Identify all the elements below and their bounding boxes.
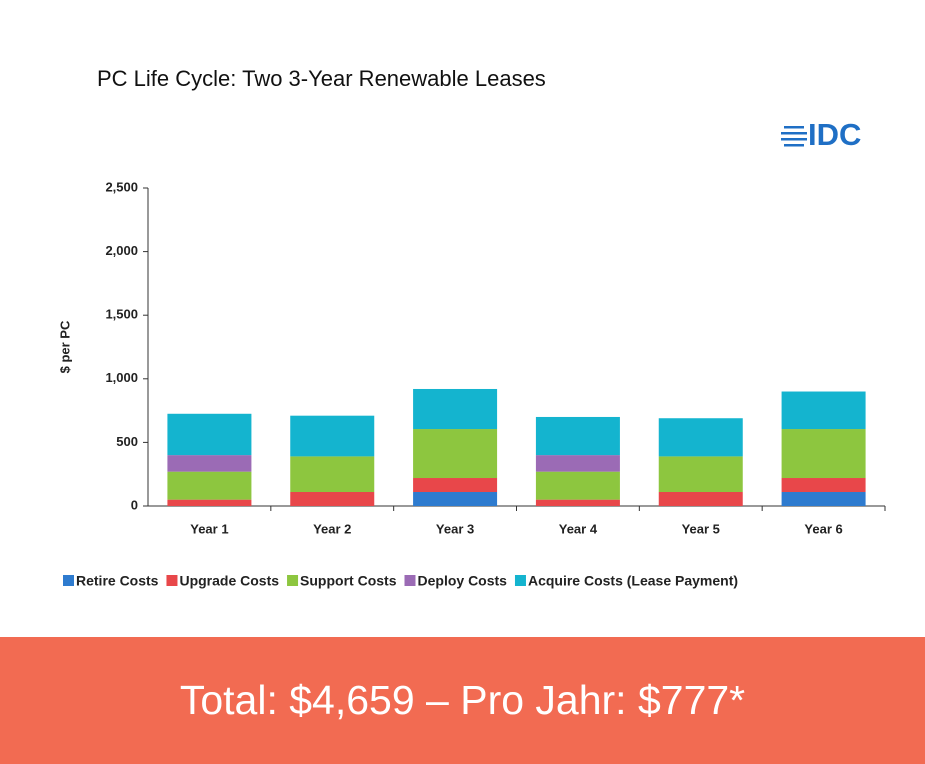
legend-swatch: [287, 575, 299, 586]
x-tick-label: Year 3: [436, 521, 474, 536]
y-axis-label: $ per PC: [57, 320, 72, 373]
y-tick-label: 1,500: [105, 307, 138, 322]
legend-label: Acquire Costs (Lease Payment): [528, 573, 738, 589]
x-tick-label: Year 1: [190, 521, 228, 536]
legend-label: Support Costs: [300, 573, 397, 589]
bar-segment: [781, 478, 866, 493]
bar-segment: [535, 416, 620, 456]
chart-title: PC Life Cycle: Two 3-Year Renewable Leas…: [97, 66, 546, 91]
x-tick-label: Year 2: [313, 521, 351, 536]
y-tick-label: 2,000: [105, 243, 138, 258]
legend-swatch: [514, 575, 526, 586]
bar-segment: [413, 429, 498, 479]
x-tick-label: Year 6: [804, 521, 842, 536]
bar-segment: [781, 492, 866, 506]
x-tick-label: Year 4: [559, 521, 598, 536]
y-tick-label: 0: [131, 497, 138, 512]
bar-segment: [413, 478, 498, 493]
logo: IDC: [781, 117, 861, 152]
bar-segment: [167, 413, 252, 456]
bar-segment: [535, 499, 620, 506]
bar-segment: [290, 492, 375, 506]
legend-swatch: [404, 575, 416, 586]
bar-segment: [167, 499, 252, 506]
bar-segment: [535, 455, 620, 472]
bar-segment: [781, 429, 866, 479]
bar-segment: [167, 471, 252, 500]
y-tick-label: 1,000: [105, 370, 138, 385]
x-tick-label: Year 5: [682, 521, 720, 536]
bar-segment: [167, 455, 252, 472]
logo-text: IDC: [808, 117, 861, 152]
legend-label: Upgrade Costs: [179, 573, 279, 589]
bar-segment: [658, 418, 743, 457]
bar-segment: [290, 456, 375, 493]
bar-segment: [658, 492, 743, 506]
legend-swatch: [166, 575, 178, 586]
banner: Total: $4,659 – Pro Jahr: $777*: [0, 637, 925, 764]
bar-segment: [290, 415, 375, 457]
bar-segment: [535, 471, 620, 500]
y-tick-label: 2,500: [105, 179, 138, 194]
bar-segment: [781, 391, 866, 430]
legend-label: Deploy Costs: [418, 573, 508, 589]
bar-segment: [413, 388, 498, 430]
chart: PC Life Cycle: Two 3-Year Renewable Leas…: [57, 66, 886, 589]
bar-segment: [413, 492, 498, 506]
legend-label: Retire Costs: [76, 573, 159, 589]
y-tick-label: 500: [116, 434, 138, 449]
bar-segment: [658, 456, 743, 493]
legend-swatch: [63, 575, 74, 586]
